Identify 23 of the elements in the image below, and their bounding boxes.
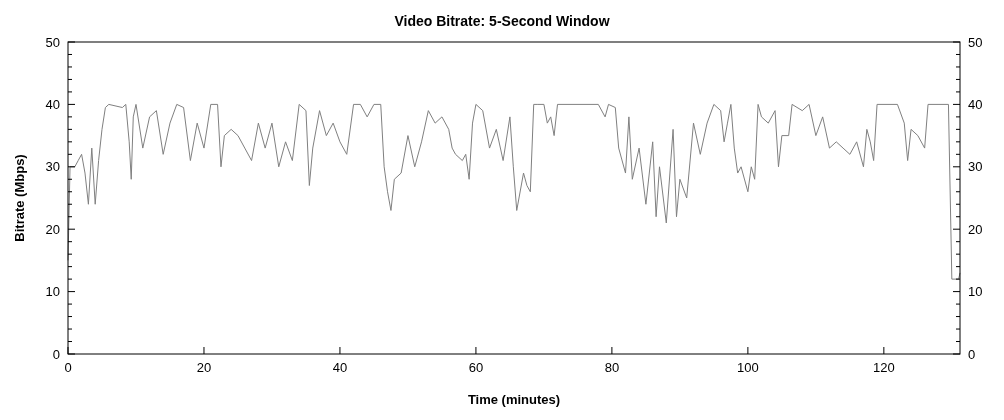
y-tick-label: 20 bbox=[45, 221, 60, 237]
x-tick-label: 80 bbox=[604, 360, 620, 375]
y-axis-title: Bitrate (Mbps) bbox=[12, 154, 27, 242]
y-tick-label: 50 bbox=[45, 34, 60, 50]
chart-title: Video Bitrate: 5-Second Window bbox=[394, 13, 610, 29]
x-axis-title: Time (minutes) bbox=[467, 392, 561, 407]
x-tick-label: 40 bbox=[332, 360, 348, 375]
y-tick-label: 30 bbox=[45, 159, 60, 175]
y2-tick-label: 40 bbox=[968, 96, 983, 112]
y2-tick-label: 0 bbox=[968, 346, 976, 362]
x-tick-label: 60 bbox=[468, 360, 484, 375]
x-tick-label: 0 bbox=[64, 360, 72, 375]
y2-tick-label: 30 bbox=[968, 159, 983, 175]
y-tick-label: 40 bbox=[45, 96, 60, 112]
x-tick-label: 20 bbox=[196, 360, 212, 375]
y-tick-label: 10 bbox=[45, 284, 60, 300]
y2-tick-label: 10 bbox=[968, 284, 983, 300]
x-tick-label: 120 bbox=[873, 360, 895, 375]
y-tick-label: 0 bbox=[52, 346, 60, 362]
line-series bbox=[67, 103, 961, 280]
y2-tick-label: 20 bbox=[968, 221, 983, 237]
x-tick-label: 100 bbox=[737, 360, 759, 375]
y2-tick-label: 50 bbox=[968, 34, 983, 50]
